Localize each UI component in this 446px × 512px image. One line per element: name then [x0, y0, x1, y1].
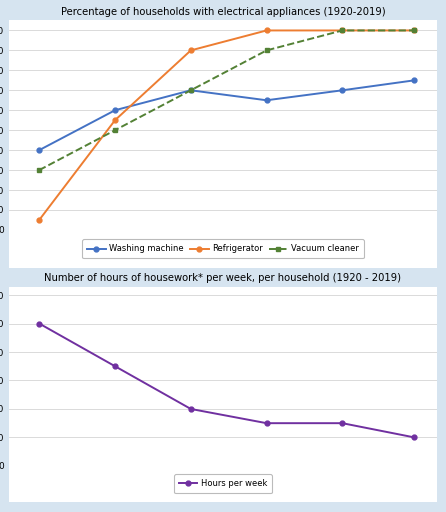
Washing machine: [112, 107, 118, 113]
Line: Vacuum cleaner: Vacuum cleaner: [37, 28, 417, 173]
Title: Number of hours of housework* per week, per household (1920 - 2019): Number of hours of housework* per week, …: [45, 273, 401, 283]
Title: Percentage of households with electrical appliances (1920-2019): Percentage of households with electrical…: [61, 7, 385, 17]
Washing machine: [412, 77, 417, 83]
Refrigerator: [340, 27, 345, 33]
Vacuum cleaner: [412, 27, 417, 33]
Legend: Washing machine, Refrigerator, Vacuum cleaner: Washing machine, Refrigerator, Vacuum cl…: [82, 240, 364, 259]
Washing machine: [264, 97, 269, 103]
X-axis label: Year: Year: [212, 482, 234, 493]
Refrigerator: [264, 27, 269, 33]
Line: Washing machine: Washing machine: [37, 78, 417, 153]
Refrigerator: [37, 217, 42, 223]
Line: Hours per week: Hours per week: [37, 321, 417, 440]
X-axis label: Year: Year: [212, 247, 234, 257]
Vacuum cleaner: [264, 47, 269, 53]
Hours per week: [340, 420, 345, 426]
Vacuum cleaner: [37, 167, 42, 173]
Hours per week: [188, 406, 194, 412]
Legend: Hours per week: Hours per week: [174, 474, 272, 494]
Washing machine: [340, 87, 345, 93]
Refrigerator: [412, 27, 417, 33]
Vacuum cleaner: [188, 87, 194, 93]
Vacuum cleaner: [112, 127, 118, 133]
Washing machine: [37, 147, 42, 153]
Hours per week: [264, 420, 269, 426]
Refrigerator: [188, 47, 194, 53]
Hours per week: [112, 363, 118, 369]
Hours per week: [412, 434, 417, 440]
Hours per week: [37, 321, 42, 327]
Vacuum cleaner: [340, 27, 345, 33]
Refrigerator: [112, 117, 118, 123]
Washing machine: [188, 87, 194, 93]
Line: Refrigerator: Refrigerator: [37, 28, 417, 222]
